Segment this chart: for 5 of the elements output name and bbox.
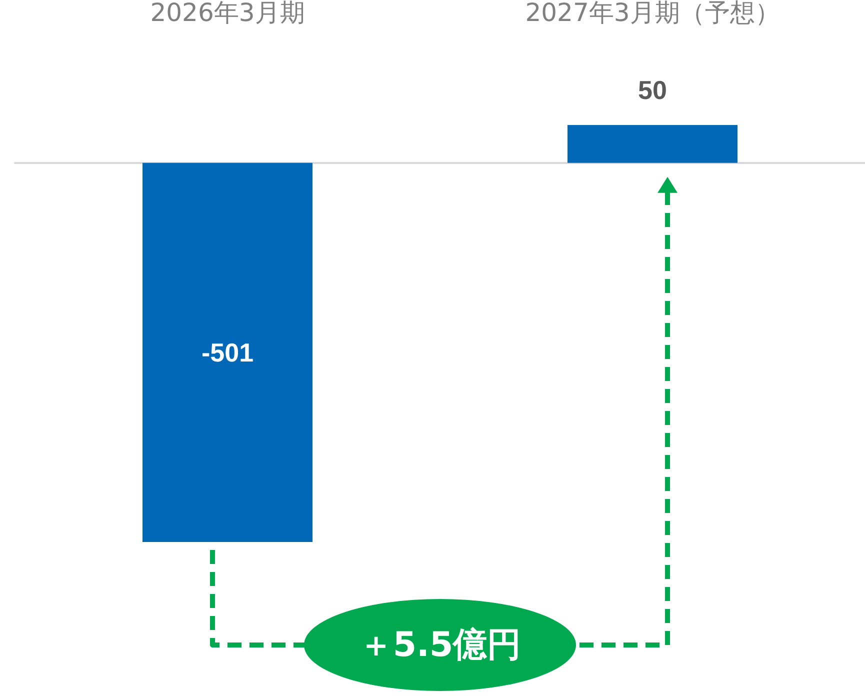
x-tick-label: 2026年3月期 [150,0,305,27]
oval-badge: ＋5.5億円 [304,599,576,691]
data-label: 50 [638,75,667,105]
data-label: -501 [201,337,254,368]
x-tick-label: 2027年3月期（予想） [525,0,780,27]
